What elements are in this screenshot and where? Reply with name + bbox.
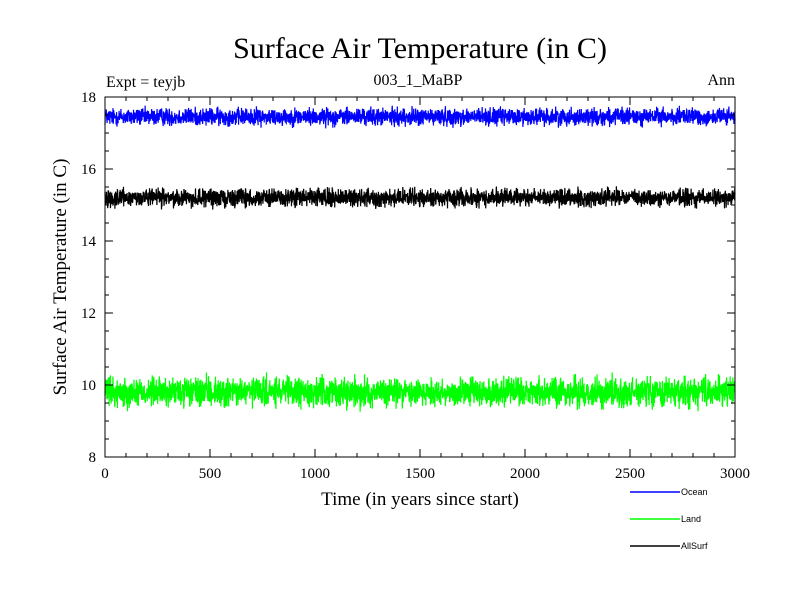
x-tick-label: 500 <box>199 466 222 482</box>
series-group <box>104 105 736 412</box>
run-label: 003_1_MaBP <box>374 72 463 89</box>
y-tick-label: 14 <box>81 234 97 250</box>
experiment-label: Expt = teyjb <box>106 74 185 91</box>
legend-label-land: Land <box>681 514 701 524</box>
series-line-ocean <box>104 105 736 129</box>
legend-label-ocean: Ocean <box>681 487 708 497</box>
x-tick-label: 0 <box>101 466 109 482</box>
y-tick-label: 18 <box>81 90 96 106</box>
x-tick-label: 1500 <box>405 466 435 482</box>
legend: Ocean Land AllSurf <box>630 487 708 551</box>
x-tick-label: 2000 <box>510 466 540 482</box>
y-tick-label: 10 <box>81 378 96 394</box>
x-tick-label: 1000 <box>300 466 330 482</box>
x-axis-label: Time (in years since start) <box>321 489 519 510</box>
y-tick-label: 12 <box>81 306 96 322</box>
legend-label-allsurf: AllSurf <box>681 541 708 551</box>
y-axis-label: Surface Air Temperature (in C) <box>50 159 71 396</box>
chart-title: Surface Air Temperature (in C) <box>233 32 607 65</box>
x-tick-label: 2500 <box>615 466 645 482</box>
tick-labels-group: 0 500 1000 1500 2000 2500 3000 8 10 12 14 16 18 <box>81 90 750 482</box>
series-line-land <box>104 372 736 412</box>
series-line-allsurf <box>104 186 736 210</box>
y-tick-label: 8 <box>89 450 97 466</box>
ticks-group <box>104 96 736 458</box>
y-tick-label: 16 <box>81 162 97 178</box>
x-tick-label: 3000 <box>720 466 750 482</box>
season-label: Ann <box>707 72 735 89</box>
